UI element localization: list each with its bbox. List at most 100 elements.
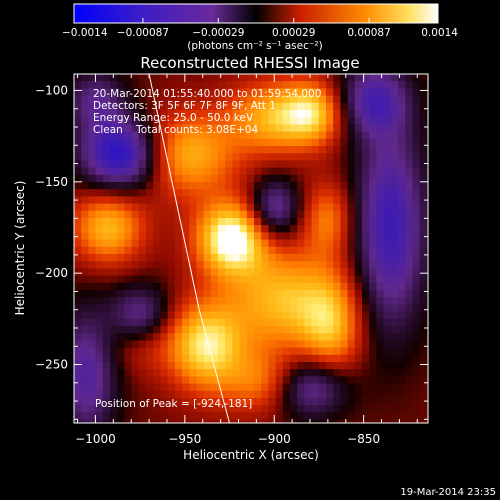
heatmap-cell: [333, 167, 341, 176]
heatmap-cell: [340, 398, 348, 406]
heatmap-cell: [376, 254, 384, 262]
heatmap-cell: [203, 290, 212, 298]
heatmap-cell: [254, 369, 262, 377]
heatmap-cell: [153, 340, 161, 348]
heatmap-cell: [225, 153, 233, 161]
heatmap-cell: [124, 153, 132, 161]
heatmap-cell: [167, 412, 176, 420]
heatmap-cell: [390, 81, 399, 89]
heatmap-cell: [369, 390, 377, 399]
heatmap-cell: [110, 405, 118, 413]
heatmap-cell: [426, 362, 428, 370]
heatmap-cell: [254, 153, 262, 161]
heatmap-cell: [203, 297, 212, 305]
heatmap-cell: [153, 88, 161, 96]
heatmap-cell: [203, 182, 212, 190]
heatmap-cell: [282, 95, 291, 104]
heatmap-cell: [218, 210, 226, 219]
heatmap-cell: [138, 81, 147, 89]
heatmap-cell: [102, 275, 111, 284]
heatmap-cell: [412, 311, 420, 320]
heatmap-cell: [153, 261, 161, 269]
heatmap-cell: [412, 225, 420, 233]
heatmap-cell: [239, 225, 248, 233]
heatmap-cell: [232, 304, 240, 312]
heatmap-cell: [131, 138, 140, 147]
heatmap-cell: [117, 102, 125, 111]
heatmap-cell: [412, 412, 420, 420]
heatmap-cell: [405, 131, 413, 140]
heatmap-cell: [81, 326, 89, 334]
heatmap-cell: [232, 354, 240, 363]
heatmap-cell: [225, 282, 233, 291]
heatmap-cell: [419, 110, 428, 118]
heatmap-cell: [419, 362, 428, 370]
heatmap-cell: [153, 362, 161, 370]
heatmap-cell: [189, 261, 197, 269]
heatmap-cell: [182, 290, 190, 298]
heatmap-cell: [282, 131, 291, 140]
heatmap-cell: [117, 225, 125, 233]
heatmap-cell: [318, 254, 327, 262]
heatmap-cell: [160, 419, 168, 423]
heatmap-cell: [117, 196, 125, 204]
heatmap-cell: [390, 376, 399, 384]
heatmap-cell: [102, 196, 111, 204]
heatmap-cell: [362, 239, 370, 248]
heatmap-cell: [232, 254, 240, 262]
heatmap-cell: [369, 138, 377, 147]
axis-ticks: −1000 −950 −900 −850−100−150−200−250: [35, 74, 428, 446]
heatmap-cell: [304, 110, 312, 118]
heatmap-cell: [261, 160, 269, 168]
heatmap-cell: [189, 376, 197, 384]
heatmap-cell: [354, 347, 363, 356]
heatmap-cell: [138, 146, 147, 154]
heatmap-cell: [376, 304, 384, 312]
heatmap-cell: [160, 246, 168, 255]
heatmap-cell: [167, 210, 176, 219]
heatmap-cell: [268, 290, 276, 298]
heatmap-cell: [182, 102, 190, 111]
heatmap-cell: [268, 376, 276, 384]
heatmap-cell: [74, 88, 82, 96]
heatmap-cell: [95, 347, 104, 356]
heatmap-cell: [261, 282, 269, 291]
heatmap-cell: [182, 153, 190, 161]
heatmap-cell: [246, 232, 255, 240]
heatmap-cell: [95, 261, 104, 269]
heatmap-cell: [138, 282, 147, 291]
heatmap-cell: [246, 268, 255, 276]
heatmap-cell: [398, 124, 406, 132]
heatmap-cell: [218, 304, 226, 312]
heatmap-cell: [333, 102, 341, 111]
heatmap-cell: [383, 362, 392, 370]
heatmap-cell: [88, 398, 96, 406]
heatmap-cell: [81, 383, 89, 392]
heatmap-cell: [369, 282, 377, 291]
heatmap-cell: [210, 153, 219, 161]
heatmap-cell: [88, 297, 96, 305]
heatmap-cell: [160, 160, 168, 168]
heatmap-cell: [254, 290, 262, 298]
heatmap-cell: [88, 254, 96, 262]
heatmap-cell: [261, 419, 269, 423]
heatmap-cell: [311, 160, 320, 168]
heatmap-cell: [383, 174, 392, 183]
heatmap-cell: [74, 261, 82, 269]
heatmap-cell: [354, 383, 363, 392]
heatmap-cell: [203, 146, 212, 154]
heatmap-cell: [131, 110, 140, 118]
heatmap-cell: [74, 218, 82, 226]
heatmap-cell: [347, 311, 356, 320]
heatmap-cell: [160, 88, 168, 96]
heatmap-cell: [88, 347, 96, 356]
heatmap-cell: [297, 117, 305, 125]
heatmap-cell: [203, 95, 212, 104]
heatmap-cell: [117, 376, 125, 384]
heatmap-cell: [95, 131, 104, 140]
heatmap-cell: [419, 398, 428, 406]
heatmap-cell: [81, 225, 89, 233]
heatmap-cell: [239, 311, 248, 320]
heatmap-cell: [182, 146, 190, 154]
heatmap-cell: [383, 326, 392, 334]
